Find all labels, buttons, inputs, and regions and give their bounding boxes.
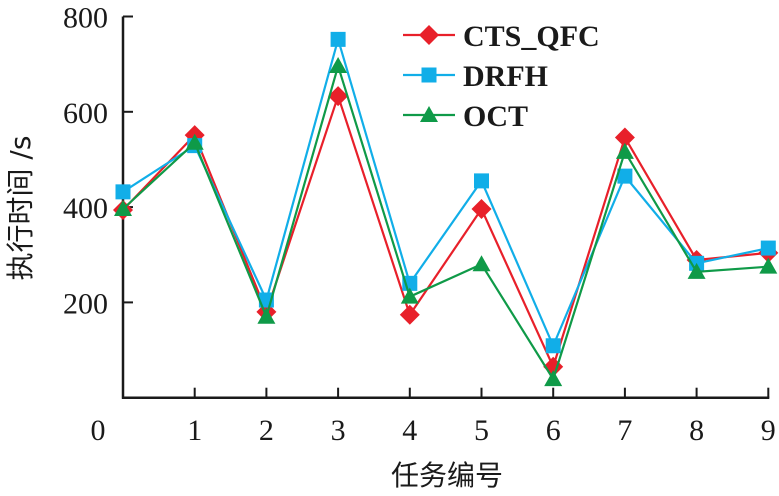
x-tick-label: 2	[259, 414, 274, 447]
series-group	[113, 31, 779, 387]
data-point-triangle	[759, 257, 778, 274]
data-point-square	[545, 338, 561, 354]
y-tick-label: 200	[63, 287, 108, 320]
x-tick-label: 6	[546, 414, 561, 447]
data-point-diamond	[328, 86, 349, 107]
x-tick-label: 5	[474, 414, 489, 447]
series-line	[122, 62, 769, 382]
data-point-triangle	[114, 200, 132, 217]
legend-label: DRFH	[463, 60, 548, 93]
data-point-triangle	[185, 133, 204, 150]
legend-item: OCT	[403, 100, 528, 133]
x-tick-label: 0	[91, 414, 106, 447]
legend-item: CTS_QFC	[403, 20, 600, 53]
data-point-square	[421, 67, 437, 83]
x-tick-label: 1	[187, 414, 202, 447]
data-point-diamond	[614, 127, 635, 148]
data-point-square	[115, 184, 131, 200]
data-point-diamond	[471, 199, 492, 220]
y-tick-label: 400	[63, 192, 108, 225]
x-tick-label: 4	[402, 414, 417, 447]
data-point-diamond	[419, 25, 439, 45]
legend: CTS_QFC DRFH OCT	[403, 20, 600, 133]
data-point-triangle	[472, 255, 491, 272]
x-tick-label: 9	[761, 414, 776, 447]
data-point-triangle	[687, 262, 706, 279]
data-point-square	[760, 240, 776, 256]
data-point-square	[330, 31, 346, 47]
x-axis-label: 任务编号	[391, 459, 503, 492]
series-oct	[114, 57, 778, 387]
data-point-triangle	[257, 307, 276, 324]
data-point-square	[617, 168, 633, 184]
y-tick-label: 800	[63, 2, 108, 35]
data-point-diamond	[399, 304, 420, 325]
data-point-triangle	[615, 142, 634, 159]
legend-item: DRFH	[403, 60, 548, 93]
x-tick-label: 8	[689, 414, 704, 447]
data-point-triangle	[400, 287, 419, 304]
data-point-triangle	[329, 57, 348, 74]
legend-label: OCT	[463, 100, 528, 133]
x-tick-label: 3	[331, 414, 346, 447]
x-tick-label: 7	[617, 414, 632, 447]
data-point-triangle	[420, 106, 438, 122]
series-line	[122, 35, 769, 349]
axes: 200 400 600 800 0 1 2 3 4 5 6 7 8 9	[63, 2, 776, 448]
data-point-square	[474, 173, 489, 189]
data-point-triangle	[544, 370, 563, 387]
y-tick-label: 600	[63, 97, 108, 130]
y-axis-label: 执行时间 /s	[4, 136, 37, 281]
legend-label: CTS_QFC	[463, 20, 600, 53]
